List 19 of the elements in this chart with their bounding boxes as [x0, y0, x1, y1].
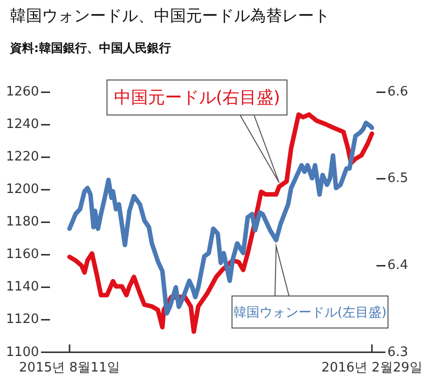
series-label: 中国元ードル(右目盛): [114, 88, 280, 108]
series-label: 韓国ウォンードル(左目盛): [233, 305, 387, 320]
y2-tick-label: 6.4: [387, 258, 408, 273]
y-tick-label: 1220: [6, 149, 40, 164]
y2-tick-label: 6.5: [387, 171, 408, 186]
chart-subtitle: 資料:韓国銀行、中国人民銀行: [10, 40, 171, 57]
y-tick-label: 1200: [6, 182, 40, 198]
chart-title: 韓国ウォンードル、中国元ードル為替レート: [10, 6, 330, 27]
y-tick-label: 1100: [6, 344, 40, 360]
x-tick-label: 2015년 8월11일: [19, 360, 120, 376]
y-tick-label: 1180: [6, 214, 40, 230]
y-tick-label: 1160: [6, 247, 40, 262]
x-tick-label: 2016년 2월29일: [321, 360, 422, 376]
y2-tick-label: 6.3: [387, 344, 408, 360]
y-tick-label: 1140: [6, 280, 40, 295]
y-tick-label: 1240: [6, 116, 40, 132]
y-tick-label: 1120: [6, 312, 40, 328]
y2-tick-label: 6.6: [387, 84, 408, 100]
y-tick-label: 1260: [6, 84, 40, 100]
